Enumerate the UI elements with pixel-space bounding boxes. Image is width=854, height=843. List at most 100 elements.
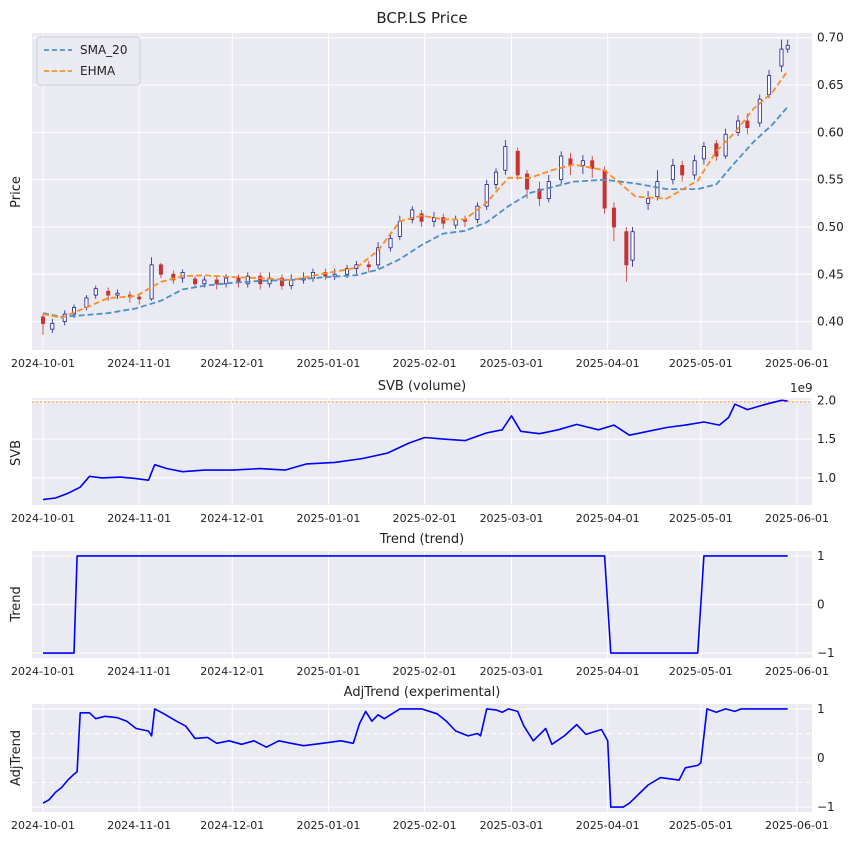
adjtrend-xtick-label: 2025-06-01	[765, 819, 829, 832]
candle-body	[785, 44, 790, 50]
candle	[630, 226, 635, 267]
trend-series-line-0	[43, 555, 788, 654]
price-xtick-label: 2024-11-01	[107, 357, 171, 370]
candle-body	[670, 165, 675, 181]
price-axes-face	[32, 33, 812, 350]
svb-ytick-label: 1.5	[817, 432, 836, 446]
candle-body	[106, 290, 111, 296]
price-xtick-label: 2024-12-01	[200, 357, 264, 370]
candle-body	[537, 188, 542, 199]
price-ytick-label: 0.50	[817, 220, 844, 234]
price-xtick-label: 2025-02-01	[393, 357, 457, 370]
adjtrend-ytick-label: 1	[817, 702, 825, 716]
candle	[611, 202, 616, 242]
candle-body	[345, 268, 350, 275]
trend-xtick-label: 2024-11-01	[107, 665, 171, 678]
candle-body	[680, 165, 685, 176]
adjtrend-xtick-label: 2024-12-01	[200, 819, 264, 832]
candle-body	[611, 207, 616, 228]
candle-body	[419, 213, 424, 222]
candle	[736, 115, 741, 137]
candle	[525, 170, 530, 199]
candle	[779, 39, 784, 72]
adjtrend-xtick-label: 2024-10-01	[11, 819, 75, 832]
adjtrend-ytick-label: −1	[817, 800, 835, 814]
candle	[701, 141, 706, 165]
candle	[214, 276, 219, 290]
candle-body	[72, 307, 77, 315]
trend-ytick-label: −1	[817, 646, 835, 660]
candle	[624, 226, 629, 282]
candle-body	[410, 209, 415, 220]
price-ylabel: Price	[9, 176, 24, 208]
candle	[670, 158, 675, 185]
candle	[655, 170, 660, 201]
candle	[376, 242, 381, 269]
candle-body	[494, 171, 499, 185]
trend-ylabel: Trend	[9, 586, 24, 623]
candle	[193, 276, 198, 288]
candle-body	[475, 205, 480, 220]
candle	[41, 314, 46, 335]
candle	[366, 261, 371, 273]
svb-offset-text: 1e9	[790, 381, 813, 395]
candle-body	[376, 247, 381, 266]
candle	[93, 285, 98, 299]
candle-body	[149, 264, 154, 300]
candle-body	[93, 288, 98, 296]
svb-ytick-label: 2.0	[817, 393, 836, 407]
candle-body	[723, 133, 728, 157]
trend-ytick-label: 1	[817, 549, 825, 563]
trend-xtick-label: 2025-03-01	[480, 665, 544, 678]
candle-body	[258, 275, 263, 285]
candle-body	[397, 220, 402, 237]
candle	[388, 232, 393, 252]
candle-body	[214, 279, 219, 285]
candle	[680, 160, 685, 182]
price-ytick-label: 0.65	[817, 78, 844, 92]
candle-body	[590, 160, 595, 169]
svb-series-line-0	[42, 399, 788, 501]
candle-body	[525, 173, 530, 190]
price-xtick-label: 2025-03-01	[480, 357, 544, 370]
candle	[441, 213, 446, 229]
svb-xtick-label: 2025-01-01	[296, 512, 360, 525]
candle	[245, 272, 250, 288]
legend-label-ehma: EHMA	[80, 64, 116, 78]
candle	[785, 39, 790, 53]
candle	[106, 287, 111, 301]
svb-xtick-label: 2025-05-01	[669, 512, 733, 525]
candle	[431, 211, 436, 227]
svb-xtick-label: 2024-10-01	[11, 512, 75, 525]
svb-xtick-label: 2024-11-01	[107, 512, 171, 525]
candle-body	[646, 198, 651, 204]
price-xtick-label: 2025-04-01	[576, 357, 640, 370]
candle-body	[779, 48, 784, 67]
svb-xtick-label: 2025-02-01	[393, 512, 457, 525]
trend-xtick-label: 2025-05-01	[669, 665, 733, 678]
trend-title: Trend (trend)	[379, 532, 465, 547]
price-ytick-label: 0.40	[817, 315, 844, 329]
price-ytick-label: 0.45	[817, 267, 844, 281]
candle	[692, 155, 697, 180]
candle	[279, 274, 284, 290]
candle	[484, 179, 489, 210]
candle	[115, 289, 120, 299]
svb-axes-face	[32, 398, 812, 505]
adjtrend-xtick-label: 2025-03-01	[480, 819, 544, 832]
price-xtick-label: 2025-01-01	[296, 357, 360, 370]
candle	[171, 270, 176, 284]
price-ytick-label: 0.70	[817, 31, 844, 45]
candle	[515, 147, 520, 180]
trend-xtick-label: 2024-10-01	[11, 665, 75, 678]
candle-body	[245, 275, 250, 285]
adjtrend-panel: 2024-10-01 2024-11-01 2024-12-01 2025-01-01…	[11, 702, 835, 832]
price-xtick-label: 2025-05-01	[669, 357, 733, 370]
candle	[723, 128, 728, 159]
legend-box	[36, 36, 141, 86]
candle-body	[279, 277, 284, 287]
price-legend: SMA_20 EHMA	[36, 36, 141, 86]
candle-body	[736, 120, 741, 133]
candle-body	[701, 146, 706, 160]
candle-body	[41, 316, 46, 324]
